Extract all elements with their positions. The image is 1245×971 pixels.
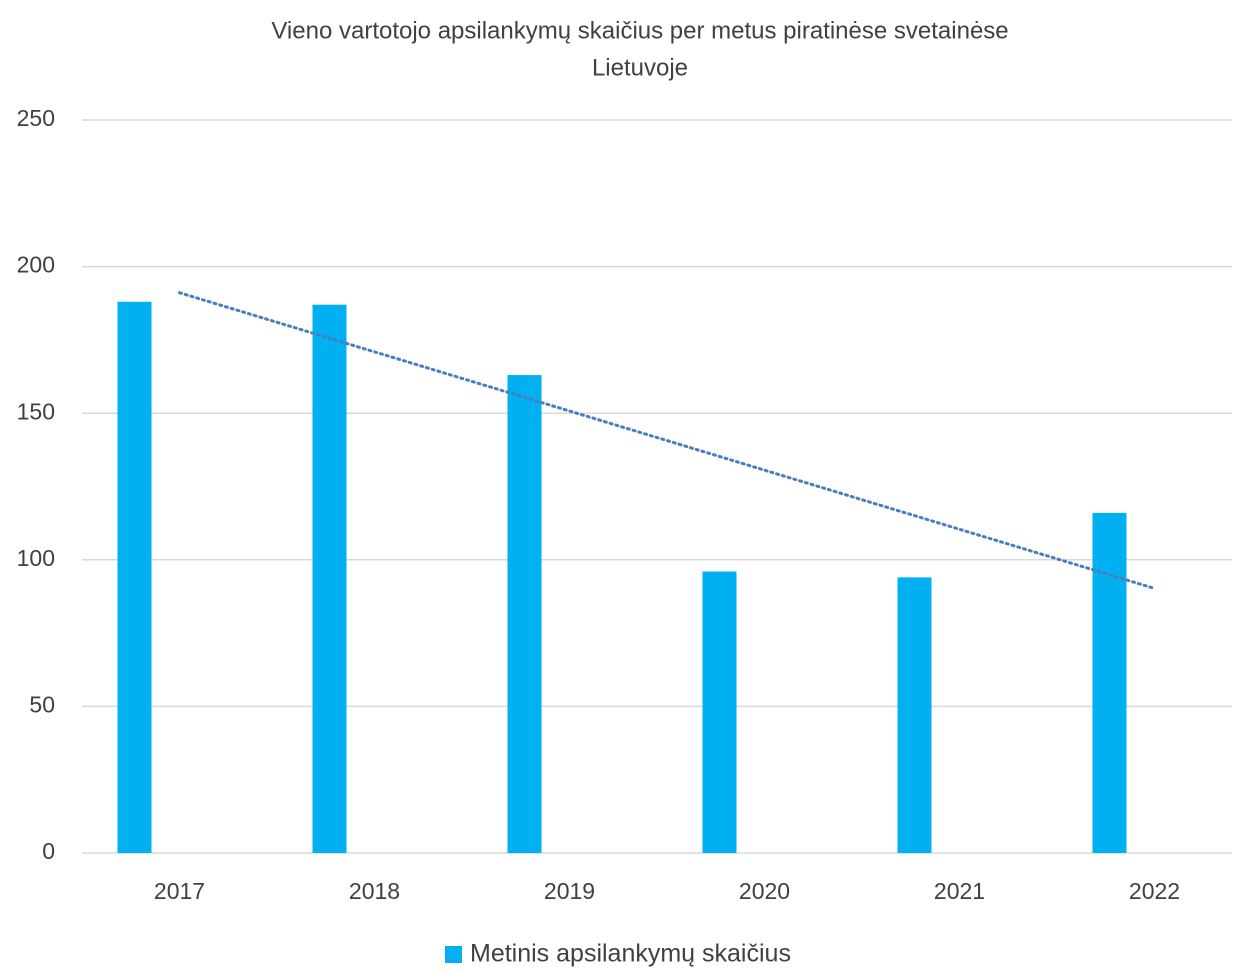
- y-tick-label: 0: [42, 838, 55, 864]
- y-tick-label: 100: [17, 545, 55, 571]
- x-tick-label: 2021: [934, 878, 985, 904]
- y-tick-label: 250: [17, 105, 55, 131]
- x-tick-label: 2019: [544, 878, 595, 904]
- bar: [897, 577, 932, 853]
- bar: [702, 571, 737, 853]
- y-tick-label: 50: [29, 691, 55, 717]
- x-tick-label: 2022: [1129, 878, 1180, 904]
- x-tick-label: 2020: [739, 878, 790, 904]
- y-tick-label: 200: [17, 252, 55, 278]
- trendline: [178, 291, 1156, 590]
- x-tick-label: 2017: [154, 878, 205, 904]
- legend-swatch: [445, 946, 462, 963]
- legend-label: Metinis apsilankymų skaičius: [470, 940, 791, 968]
- chart-title: Vieno vartotojo apsilankymų skaičius per…: [271, 17, 1008, 44]
- y-tick-label: 150: [17, 398, 55, 424]
- bar: [117, 301, 152, 853]
- bar: [507, 375, 542, 853]
- bar: [1092, 512, 1127, 853]
- bar: [312, 304, 347, 853]
- x-tick-label: 2018: [349, 878, 400, 904]
- chart-title: Lietuvoje: [592, 54, 688, 81]
